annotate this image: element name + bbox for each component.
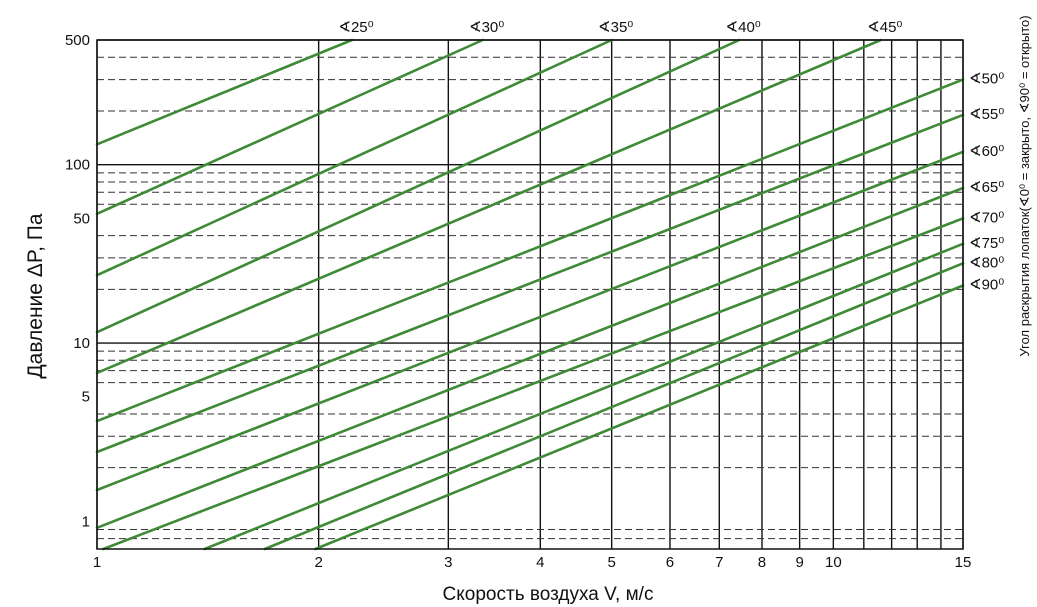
angle-label: ∢75⁰ <box>969 235 1004 252</box>
y-tick-label: 500 <box>65 32 90 49</box>
x-tick-label: 7 <box>715 554 723 571</box>
x-tick-label: 4 <box>536 554 544 571</box>
y-tick-label: 5 <box>82 389 90 406</box>
x-tick-label: 6 <box>666 554 674 571</box>
series-line <box>95 38 485 216</box>
series-line <box>95 78 965 423</box>
angle-labels: ∢25⁰ ∢30⁰ ∢35⁰ ∢40⁰ ∢45⁰ ∢50⁰ ∢55⁰ ∢60⁰ ∢65⁰ ∢70⁰… <box>338 19 1004 294</box>
angle-label: ∢60⁰ <box>969 143 1004 160</box>
y-axis-label: Давление ΔP, Па <box>24 213 47 378</box>
angle-label: ∢25⁰ <box>338 19 373 36</box>
series-line <box>95 186 965 530</box>
series-line <box>95 150 965 492</box>
x-tick-label: 9 <box>795 554 803 571</box>
x-tick-label: 10 <box>825 554 842 571</box>
x-tick-label: 1 <box>93 554 101 571</box>
angle-label: ∢90⁰ <box>969 277 1004 294</box>
y-tick-label: 1 <box>82 513 90 530</box>
grid <box>96 39 964 549</box>
series-line <box>314 284 965 551</box>
series-line <box>95 38 354 146</box>
angle-label: ∢80⁰ <box>969 254 1004 271</box>
angle-label: ∢40⁰ <box>726 19 761 36</box>
series-line <box>95 113 965 454</box>
series-lines <box>95 38 965 551</box>
angle-label: ∢55⁰ <box>969 106 1004 123</box>
plot-frame <box>96 39 964 550</box>
angle-label: ∢35⁰ <box>598 19 633 36</box>
x-tick-label: 2 <box>314 554 322 571</box>
series-line <box>95 38 741 334</box>
x-axis-label: Скорость воздуха V, м/с <box>443 584 654 605</box>
series-line <box>102 217 965 551</box>
x-tick-label: 3 <box>444 554 452 571</box>
angle-label: ∢70⁰ <box>969 209 1004 226</box>
x-tick-label: 15 <box>955 554 972 571</box>
right-axis-label: Угол раскрытия лопаток(∢0⁰ = закрыто, ∢9… <box>1017 15 1032 356</box>
series-line <box>95 38 883 375</box>
y-tick-label: 50 <box>73 210 90 227</box>
series-line <box>203 242 965 551</box>
series-line <box>263 261 965 551</box>
angle-label: ∢30⁰ <box>469 19 504 36</box>
y-tick-label: 100 <box>65 157 90 174</box>
y-tick-label: 10 <box>73 335 90 352</box>
series-line <box>95 38 614 277</box>
angle-label: ∢45⁰ <box>867 19 902 36</box>
angle-label: ∢50⁰ <box>969 71 1004 88</box>
x-tick-label: 8 <box>758 554 766 571</box>
angle-label: ∢65⁰ <box>969 179 1004 196</box>
x-tick-label: 5 <box>608 554 616 571</box>
